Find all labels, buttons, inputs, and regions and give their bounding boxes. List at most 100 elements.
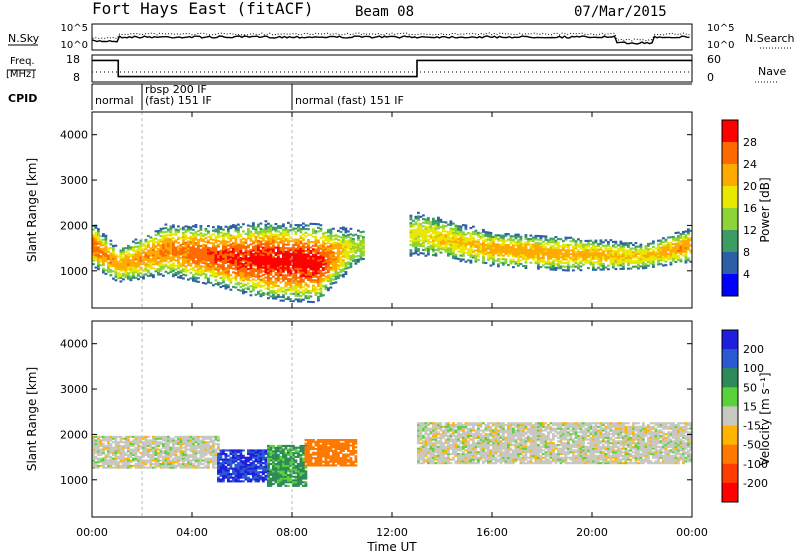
power-cell: [254, 268, 258, 271]
velocity-cell: [172, 443, 175, 446]
power-cell: [294, 243, 298, 247]
power-cell: [432, 223, 435, 226]
power-cell: [299, 285, 303, 289]
power-cell: [682, 241, 685, 244]
power-cell: [437, 242, 440, 245]
power-cell: [629, 247, 633, 250]
velocity-cell: [204, 446, 208, 449]
power-cell: [564, 249, 568, 252]
power-cell: [447, 236, 450, 239]
power-cell: [129, 259, 133, 262]
power-cell: [652, 254, 655, 258]
power-cell: [574, 252, 578, 256]
power-cell: [317, 266, 320, 269]
power-cell: [599, 252, 603, 255]
power-cell: [289, 223, 293, 226]
power-cell: [279, 277, 283, 280]
velocity-cell: [102, 452, 105, 455]
power-cell: [432, 244, 435, 248]
power-cell: [297, 242, 300, 245]
power-cell: [564, 254, 568, 257]
power-cell: [284, 258, 288, 261]
velocity-cell: [222, 471, 225, 474]
power-cell: [257, 225, 260, 228]
power-cell: [199, 232, 203, 235]
power-cell: [587, 261, 590, 264]
power-cell: [234, 273, 238, 276]
power-cell: [557, 259, 560, 262]
power-cell: [604, 250, 608, 253]
power-cell: [669, 248, 673, 252]
power-cell: [197, 253, 200, 256]
power-cell: [187, 254, 190, 258]
power-cell: [644, 245, 648, 248]
velocity-cell: [227, 454, 230, 457]
power-cell: [272, 248, 275, 251]
velocity-cell: [237, 454, 240, 457]
power-cell: [222, 284, 225, 288]
power-cell: [257, 281, 260, 284]
power-cell: [532, 240, 535, 243]
power-cell: [484, 245, 488, 248]
power-cell: [307, 244, 310, 247]
velocity-cell: [119, 444, 123, 448]
power-cell: [159, 238, 163, 241]
power-cell: [347, 250, 350, 253]
power-cell: [349, 233, 353, 236]
power-cell: [154, 252, 158, 255]
power-cell: [472, 232, 475, 235]
power-cell: [464, 246, 468, 249]
power-cell: [337, 238, 340, 242]
power-cell: [679, 242, 683, 245]
power-cell: [569, 265, 573, 268]
power-cell: [314, 252, 318, 255]
velocity-cell: [199, 466, 203, 469]
velocity-cell: [194, 457, 198, 460]
power-cell: [684, 246, 688, 250]
power-cell: [522, 244, 525, 248]
velocity-cell: [224, 460, 228, 463]
freq-unit-label: [MHz]: [6, 69, 35, 80]
power-cell: [439, 240, 443, 243]
power-cell: [467, 237, 470, 240]
power-cell: [122, 263, 125, 266]
power-cell: [97, 233, 100, 236]
power-cell: [94, 235, 98, 238]
power-cell: [634, 242, 638, 245]
power-cell: [497, 234, 500, 237]
power-cell: [312, 286, 315, 289]
power-cell: [472, 225, 475, 228]
power-cell: [504, 240, 508, 243]
velocity-cell: [209, 439, 213, 442]
power-cell: [209, 270, 213, 274]
power-cell: [679, 247, 683, 250]
velocity-cell: [244, 476, 248, 479]
power-cell: [342, 226, 345, 229]
power-cell: [612, 246, 615, 249]
power-cell: [657, 245, 660, 248]
power-cell: [277, 293, 280, 297]
velocity-cell: [192, 435, 195, 438]
velocity-cell: [172, 452, 175, 455]
velocity-cell: [137, 444, 140, 448]
power-cell: [547, 266, 550, 269]
power-cell: [292, 265, 295, 268]
power-cell: [444, 246, 448, 249]
velocity-cell: [177, 461, 180, 464]
nsearch-label: N.Search: [745, 32, 795, 45]
power-cell: [477, 251, 480, 254]
power-cell: [279, 288, 283, 291]
power-cell: [144, 253, 148, 256]
power-cell: [674, 255, 678, 258]
power-cell: [342, 250, 345, 253]
velocity-cell: [204, 437, 208, 440]
velocity-cell: [97, 435, 100, 438]
power-cell: [127, 259, 130, 262]
velocity-cell: [199, 446, 203, 449]
power-cell: [317, 297, 320, 300]
power-cell: [139, 257, 143, 260]
power-cell: [222, 248, 225, 251]
power-cell: [207, 255, 210, 258]
power-cell: [182, 252, 185, 255]
power-cell: [142, 259, 145, 262]
